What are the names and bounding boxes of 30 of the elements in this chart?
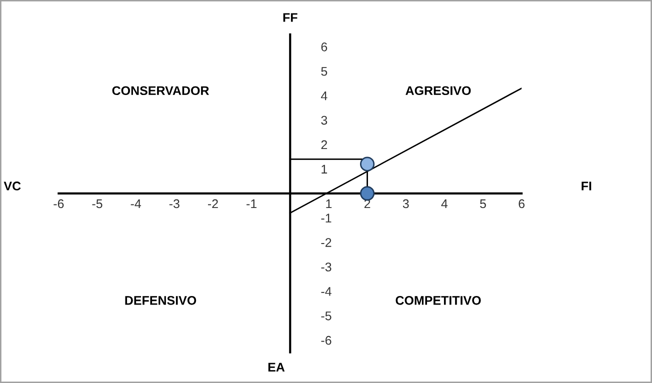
y-tick-label: -5 (321, 312, 332, 320)
y-tick-label: -1 (321, 214, 332, 222)
text: FI (582, 182, 592, 190)
x-tick-label: 6 (518, 199, 525, 208)
y-tick-label: 6 (321, 42, 328, 52)
annotation: CONSERVADOR (112, 86, 210, 96)
x-tick-label: -1 (246, 199, 257, 208)
y-tick-label: 1 (322, 164, 328, 174)
text: FF (283, 13, 298, 22)
x-tick-label: 5 (480, 199, 486, 208)
x-tick-label: 3 (402, 199, 409, 208)
x-tick-label: -4 (130, 199, 142, 208)
x-tick-label: 4 (441, 199, 448, 208)
annotation: AGRESIVO (406, 86, 471, 96)
y-tick-label: 3 (321, 116, 328, 125)
x-tick-label: -5 (92, 199, 102, 208)
y-tick-label: -4 (321, 287, 332, 296)
annotation: DEFENSIVO (125, 296, 196, 305)
text: EA (268, 362, 285, 372)
y-tick-label: 4 (320, 92, 328, 100)
y-tick-label: -6 (321, 336, 332, 345)
y-tick-label: 2 (321, 140, 328, 150)
x-tick-label: -6 (54, 199, 64, 208)
x-tick-label: -2 (208, 199, 218, 208)
y-tick-label: -3 (321, 262, 332, 272)
y-tick-label: 5 (321, 67, 328, 76)
y-tick-label: -2 (321, 238, 332, 247)
annotation: COMPETITIVO (396, 296, 481, 305)
x-tick-label: -3 (169, 199, 180, 208)
text: VC (4, 182, 21, 190)
